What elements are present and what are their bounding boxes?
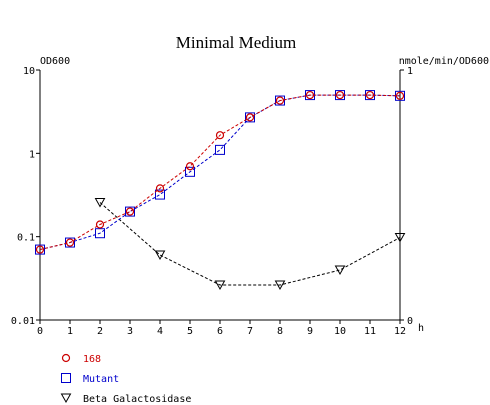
data-point-square — [245, 112, 255, 123]
data-point-square — [65, 237, 75, 248]
data-point-circle — [275, 96, 285, 105]
left-tick-label: 0.01 — [11, 316, 35, 327]
data-point-circle — [245, 113, 255, 122]
series-beta-galactosidase — [94, 198, 406, 291]
left-axis-label: OD600 — [40, 56, 70, 67]
data-point-triangle — [394, 233, 406, 243]
legend-label: Beta Galactosidase — [83, 394, 191, 405]
x-tick-label: 9 — [307, 326, 313, 337]
data-point-circle — [95, 220, 105, 229]
x-tick-label: 12 — [394, 326, 406, 337]
x-tick-label: 4 — [157, 326, 163, 337]
left-tick-label: 10 — [23, 66, 35, 77]
left-tick-label: 0.1 — [17, 233, 35, 244]
x-axis-unit: h — [418, 323, 424, 334]
data-point-square — [155, 189, 165, 200]
legend-item: Mutant — [61, 373, 119, 385]
data-point-circle — [61, 353, 71, 363]
x-tick-label: 10 — [334, 326, 346, 337]
data-point-triangle — [94, 198, 106, 208]
x-tick-label: 8 — [277, 326, 283, 337]
data-point-circle — [365, 90, 375, 100]
data-point-circle — [35, 245, 45, 254]
right-tick-label: 1 — [407, 66, 413, 77]
data-point-square — [125, 206, 135, 217]
legend-label: Mutant — [83, 374, 119, 385]
x-tick-label: 2 — [97, 326, 103, 337]
data-point-square — [61, 373, 71, 383]
legend-item: Beta Galactosidase — [60, 393, 191, 405]
data-point-triangle — [154, 250, 166, 261]
x-tick-label: 5 — [187, 326, 193, 337]
x-tick-label: 7 — [247, 326, 253, 337]
data-point-circle — [155, 184, 165, 193]
chart-title: Minimal Medium — [176, 33, 296, 52]
data-point-circle — [215, 131, 225, 140]
data-point-triangle — [334, 265, 346, 276]
data-point-triangle — [60, 393, 72, 404]
x-tick-label: 1 — [67, 326, 73, 337]
series-line — [99, 202, 401, 286]
series-layer — [35, 90, 406, 291]
series-168 — [35, 90, 405, 254]
data-point-triangle — [214, 280, 226, 291]
data-point-circle — [65, 238, 75, 247]
left-tick-label: 1 — [29, 149, 35, 160]
data-point-square — [95, 228, 105, 239]
legend-item: 168 — [61, 353, 101, 365]
x-tick-label: 6 — [217, 326, 223, 337]
legend-label: 168 — [83, 354, 101, 365]
x-tick-label: 11 — [364, 326, 376, 337]
data-point-circle — [395, 91, 405, 100]
data-point-square — [215, 144, 225, 155]
data-point-square — [35, 244, 45, 255]
data-point-circle — [185, 162, 195, 171]
series-line — [39, 94, 401, 251]
right-axis-label: nmole/min/OD600 — [399, 56, 489, 67]
data-point-circle — [305, 90, 315, 100]
data-point-square — [275, 95, 285, 106]
data-point-triangle — [274, 280, 286, 291]
data-point-circle — [125, 207, 135, 216]
x-tick-label: 0 — [37, 326, 43, 337]
x-tick-label: 3 — [127, 326, 133, 337]
right-tick-label: 0 — [407, 316, 413, 327]
series-line — [39, 94, 401, 251]
legend: 168 Mutant Beta Galactosidase — [60, 353, 191, 405]
data-point-square — [185, 166, 195, 177]
data-point-circle — [335, 90, 345, 100]
